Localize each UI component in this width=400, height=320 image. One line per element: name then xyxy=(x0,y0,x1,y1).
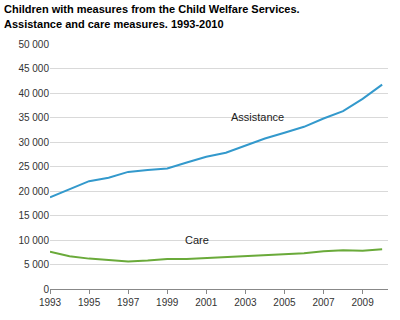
svg-text:Care: Care xyxy=(185,234,209,246)
svg-text:25 000: 25 000 xyxy=(18,161,49,172)
svg-text:1997: 1997 xyxy=(117,297,140,308)
svg-text:0: 0 xyxy=(43,284,49,295)
svg-text:45 000: 45 000 xyxy=(18,63,49,74)
svg-text:Assistance: Assistance xyxy=(231,111,284,123)
svg-text:30 000: 30 000 xyxy=(18,137,49,148)
svg-text:35 000: 35 000 xyxy=(18,112,49,123)
svg-text:5 000: 5 000 xyxy=(24,259,49,270)
svg-text:15 000: 15 000 xyxy=(18,210,49,221)
svg-text:40 000: 40 000 xyxy=(18,88,49,99)
svg-text:Children with measures from th: Children with measures from the Child We… xyxy=(4,3,300,29)
svg-text:1993: 1993 xyxy=(39,297,62,308)
svg-text:2001: 2001 xyxy=(195,297,218,308)
svg-text:10 000: 10 000 xyxy=(18,235,49,246)
svg-text:2005: 2005 xyxy=(273,297,296,308)
svg-text:20 000: 20 000 xyxy=(18,186,49,197)
svg-text:2009: 2009 xyxy=(351,297,374,308)
svg-text:1999: 1999 xyxy=(156,297,179,308)
svg-text:50 000: 50 000 xyxy=(18,39,49,50)
svg-text:1995: 1995 xyxy=(78,297,101,308)
svg-text:2003: 2003 xyxy=(234,297,257,308)
svg-text:2007: 2007 xyxy=(312,297,335,308)
